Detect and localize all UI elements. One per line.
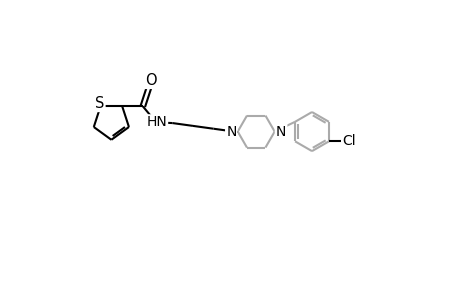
Text: HN: HN [146,115,167,129]
Text: O: O [145,73,156,88]
Text: S: S [95,96,104,111]
Text: N: N [226,124,236,139]
Text: N: N [275,124,285,139]
Text: Cl: Cl [341,134,355,148]
